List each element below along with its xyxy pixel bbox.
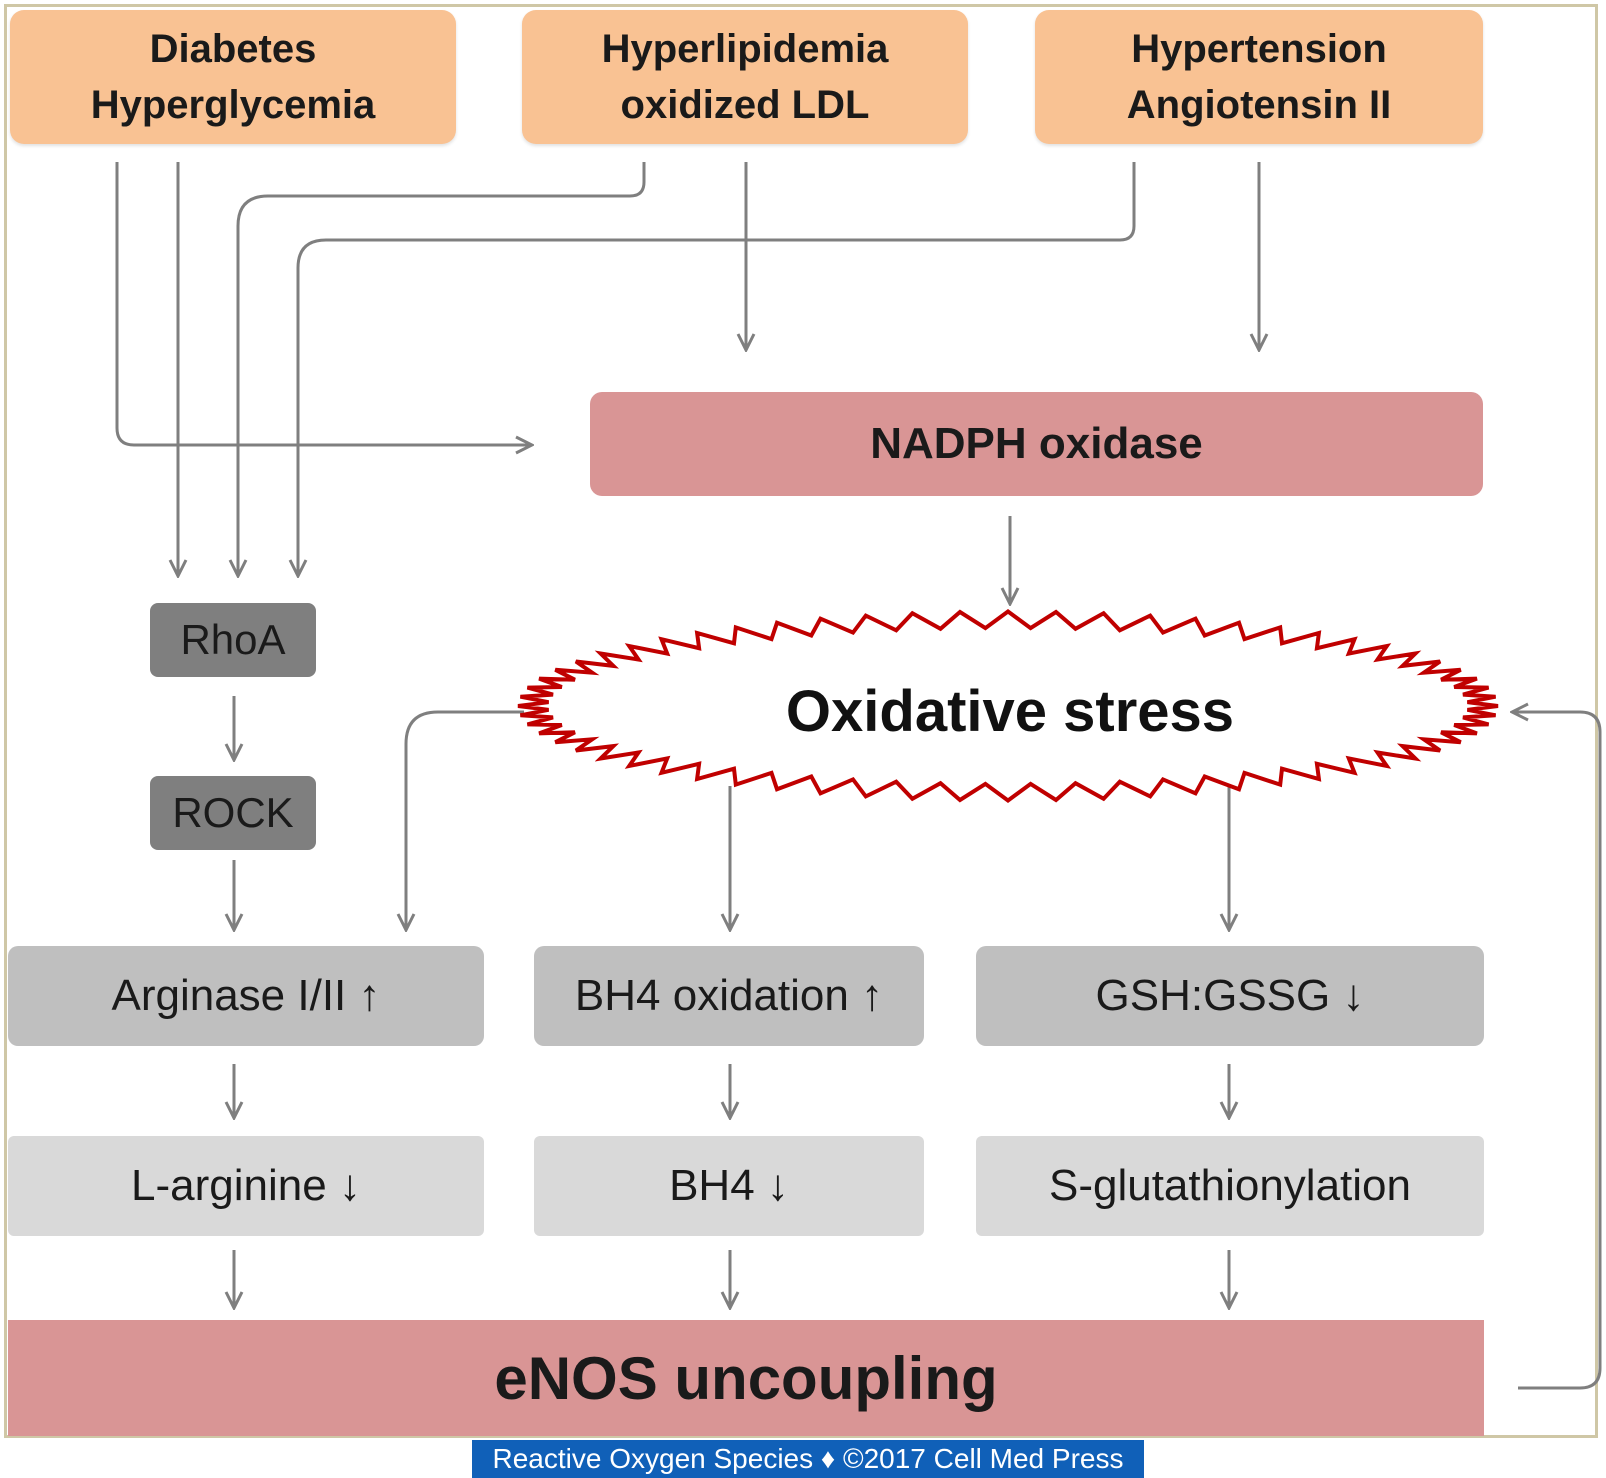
risk-diabetes-line2: Hyperglycemia (90, 83, 376, 127)
rhoa-box: RhoA (150, 603, 316, 677)
footer-credit: Reactive Oxygen Species ♦ ©2017 Cell Med… (472, 1440, 1144, 1478)
risk-diabetes-box: Diabetes Hyperglycemia (10, 10, 456, 144)
rock-box: ROCK (150, 776, 316, 850)
arrow-diabetes-to-nadph (115, 162, 532, 445)
risk-hyperlipidemia-box: Hyperlipidemia oxidized LDL (522, 10, 968, 144)
gsh-gssg-box: GSH:GSSG ↓ (976, 946, 1484, 1046)
enos-uncoupling-box: eNOS uncoupling (8, 1320, 1484, 1436)
risk-hypertension-box: Hypertension Angiotensin II (1035, 10, 1483, 144)
l-arginine-box: L-arginine ↓ (8, 1136, 484, 1236)
risk-hyperlipidemia-line2: oxidized LDL (620, 83, 870, 127)
arrow-hyperlipidemia-to-rhoa (238, 162, 646, 576)
nadph-oxidase-box: NADPH oxidase (590, 392, 1483, 496)
risk-hypertension-line2: Angiotensin II (1126, 83, 1392, 127)
risk-diabetes-line1: Diabetes (149, 27, 317, 71)
oxidative-stress-burst (517, 609, 1499, 803)
bh4-box: BH4 ↓ (534, 1136, 924, 1236)
bh4-oxidation-box: BH4 oxidation ↑ (534, 946, 924, 1046)
arginase-box: Arginase I/II ↑ (8, 946, 484, 1046)
s-glutathionylation-box: S-glutathionylation (976, 1136, 1484, 1236)
arrow-hypertension-to-rhoa (298, 162, 1136, 576)
arrow-enos-feedback-to-stress (1512, 712, 1602, 1390)
arrow-stress-to-arginase (406, 710, 524, 930)
risk-hyperlipidemia-line1: Hyperlipidemia (601, 27, 889, 71)
oxidative-stress-label: Oxidative stress (785, 679, 1235, 744)
risk-hypertension-line1: Hypertension (1131, 27, 1387, 71)
